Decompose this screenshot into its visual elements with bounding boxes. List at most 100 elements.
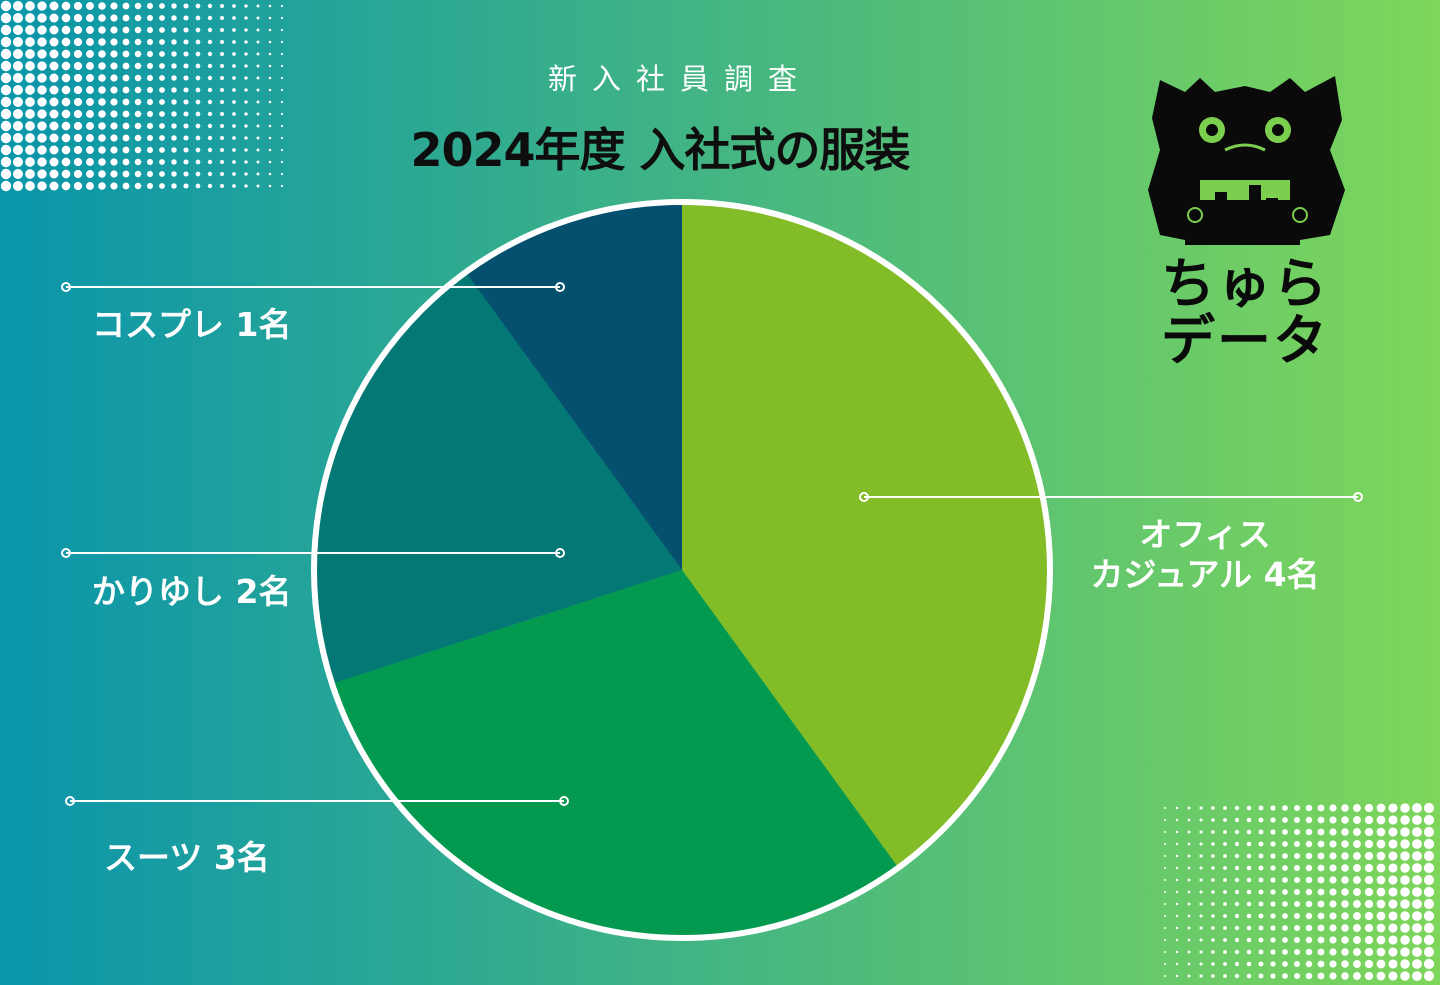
halftone-dot — [1412, 923, 1422, 933]
halftone-dot — [219, 135, 225, 141]
halftone-dot — [232, 52, 236, 56]
halftone-dot — [73, 25, 83, 35]
halftone-dot — [134, 26, 142, 34]
halftone-dot — [1270, 913, 1276, 919]
halftone-dot — [159, 171, 165, 177]
halftone-dot — [1270, 889, 1276, 895]
halftone-dot — [73, 181, 83, 191]
halftone-dot — [0, 132, 12, 144]
halftone-dot — [73, 109, 83, 119]
halftone-dot — [86, 26, 94, 34]
halftone-dot — [171, 63, 177, 69]
label-kariyushi: かりゆし 2名 — [92, 572, 292, 611]
halftone-dot — [12, 120, 24, 132]
halftone-dot — [171, 135, 177, 141]
halftone-dot — [1353, 900, 1361, 908]
halftone-dot — [12, 24, 24, 36]
halftone-dot — [207, 39, 213, 45]
halftone-dot — [122, 110, 130, 118]
halftone-dot — [1223, 962, 1227, 966]
halftone-dot — [61, 25, 71, 35]
halftone-dot — [25, 73, 35, 83]
halftone-dot — [61, 121, 71, 131]
halftone-dot — [1317, 864, 1325, 872]
halftone-dot — [1341, 828, 1349, 836]
halftone-dot — [1246, 973, 1252, 979]
halftone-dot — [98, 2, 106, 10]
halftone-dot — [1164, 891, 1166, 893]
halftone-dot — [1423, 850, 1435, 862]
halftone-dot — [1364, 935, 1374, 945]
halftone-dot — [280, 64, 284, 68]
halftone-dot — [1329, 888, 1337, 896]
halftone-dot — [134, 74, 142, 82]
halftone-dot — [1282, 937, 1288, 943]
logo-text-line2: データ — [1161, 309, 1329, 372]
halftone-dot — [1211, 830, 1215, 834]
halftone-dot — [37, 169, 47, 179]
halftone-dot — [183, 15, 189, 21]
halftone-dot — [1388, 827, 1398, 837]
halftone-dot — [256, 88, 260, 92]
halftone-dot — [134, 2, 142, 10]
halftone-dot — [183, 135, 189, 141]
halftone-dot — [1329, 936, 1337, 944]
halftone-dot — [1270, 805, 1276, 811]
halftone-dot — [1211, 854, 1215, 858]
halftone-dot — [98, 26, 106, 34]
halftone-dot — [49, 49, 59, 59]
halftone-dot — [232, 148, 236, 152]
halftone-dot — [49, 121, 59, 131]
halftone-dot — [1305, 948, 1313, 956]
halftone-dot — [280, 76, 284, 80]
halftone-dot — [12, 132, 24, 144]
halftone-dot — [1199, 818, 1203, 822]
halftone-dot — [183, 39, 189, 45]
halftone-dot — [12, 12, 24, 24]
halftone-dot — [232, 160, 236, 164]
halftone-dot — [25, 85, 35, 95]
halftone-dot — [268, 160, 272, 164]
halftone-dot — [1223, 806, 1227, 810]
halftone-dot — [37, 133, 47, 143]
halftone-dot — [183, 63, 189, 69]
halftone-dot — [1258, 829, 1264, 835]
halftone-dot — [244, 100, 248, 104]
halftone-dot — [25, 181, 35, 191]
halftone-dot — [195, 87, 201, 93]
halftone-dot — [1317, 840, 1325, 848]
halftone-dot — [1164, 831, 1166, 833]
halftone-dot — [98, 86, 106, 94]
halftone-dot — [1317, 924, 1325, 932]
halftone-dot — [12, 180, 24, 192]
halftone-dot — [171, 159, 177, 165]
halftone-dot — [1293, 972, 1301, 980]
halftone-dot — [280, 184, 284, 188]
halftone-dot — [37, 49, 47, 59]
halftone-dot — [1364, 851, 1374, 861]
halftone-dot — [146, 74, 154, 82]
halftone-dot — [1329, 972, 1337, 980]
halftone-dot — [73, 133, 83, 143]
halftone-dot — [61, 169, 71, 179]
halftone-dot — [110, 170, 118, 178]
halftone-dot — [1211, 926, 1215, 930]
halftone-dot — [1400, 803, 1410, 813]
halftone-dot — [86, 182, 94, 190]
halftone-dot — [1234, 841, 1240, 847]
halftone-dot — [134, 122, 142, 130]
halftone-dot — [244, 184, 248, 188]
halftone-dot — [219, 63, 225, 69]
halftone-dot — [1199, 914, 1203, 918]
halftone-dot — [98, 158, 106, 166]
halftone-dot — [1305, 960, 1313, 968]
halftone-dot — [256, 64, 260, 68]
halftone-dot — [1364, 827, 1374, 837]
halftone-dot — [256, 4, 260, 8]
chart-title: 2024年度 入社式の服装 — [410, 123, 910, 177]
halftone-dot — [1282, 949, 1288, 955]
halftone-dot — [1187, 878, 1191, 882]
halftone-dot — [98, 62, 106, 70]
halftone-dot — [1175, 842, 1179, 846]
halftone-dot — [1317, 888, 1325, 896]
